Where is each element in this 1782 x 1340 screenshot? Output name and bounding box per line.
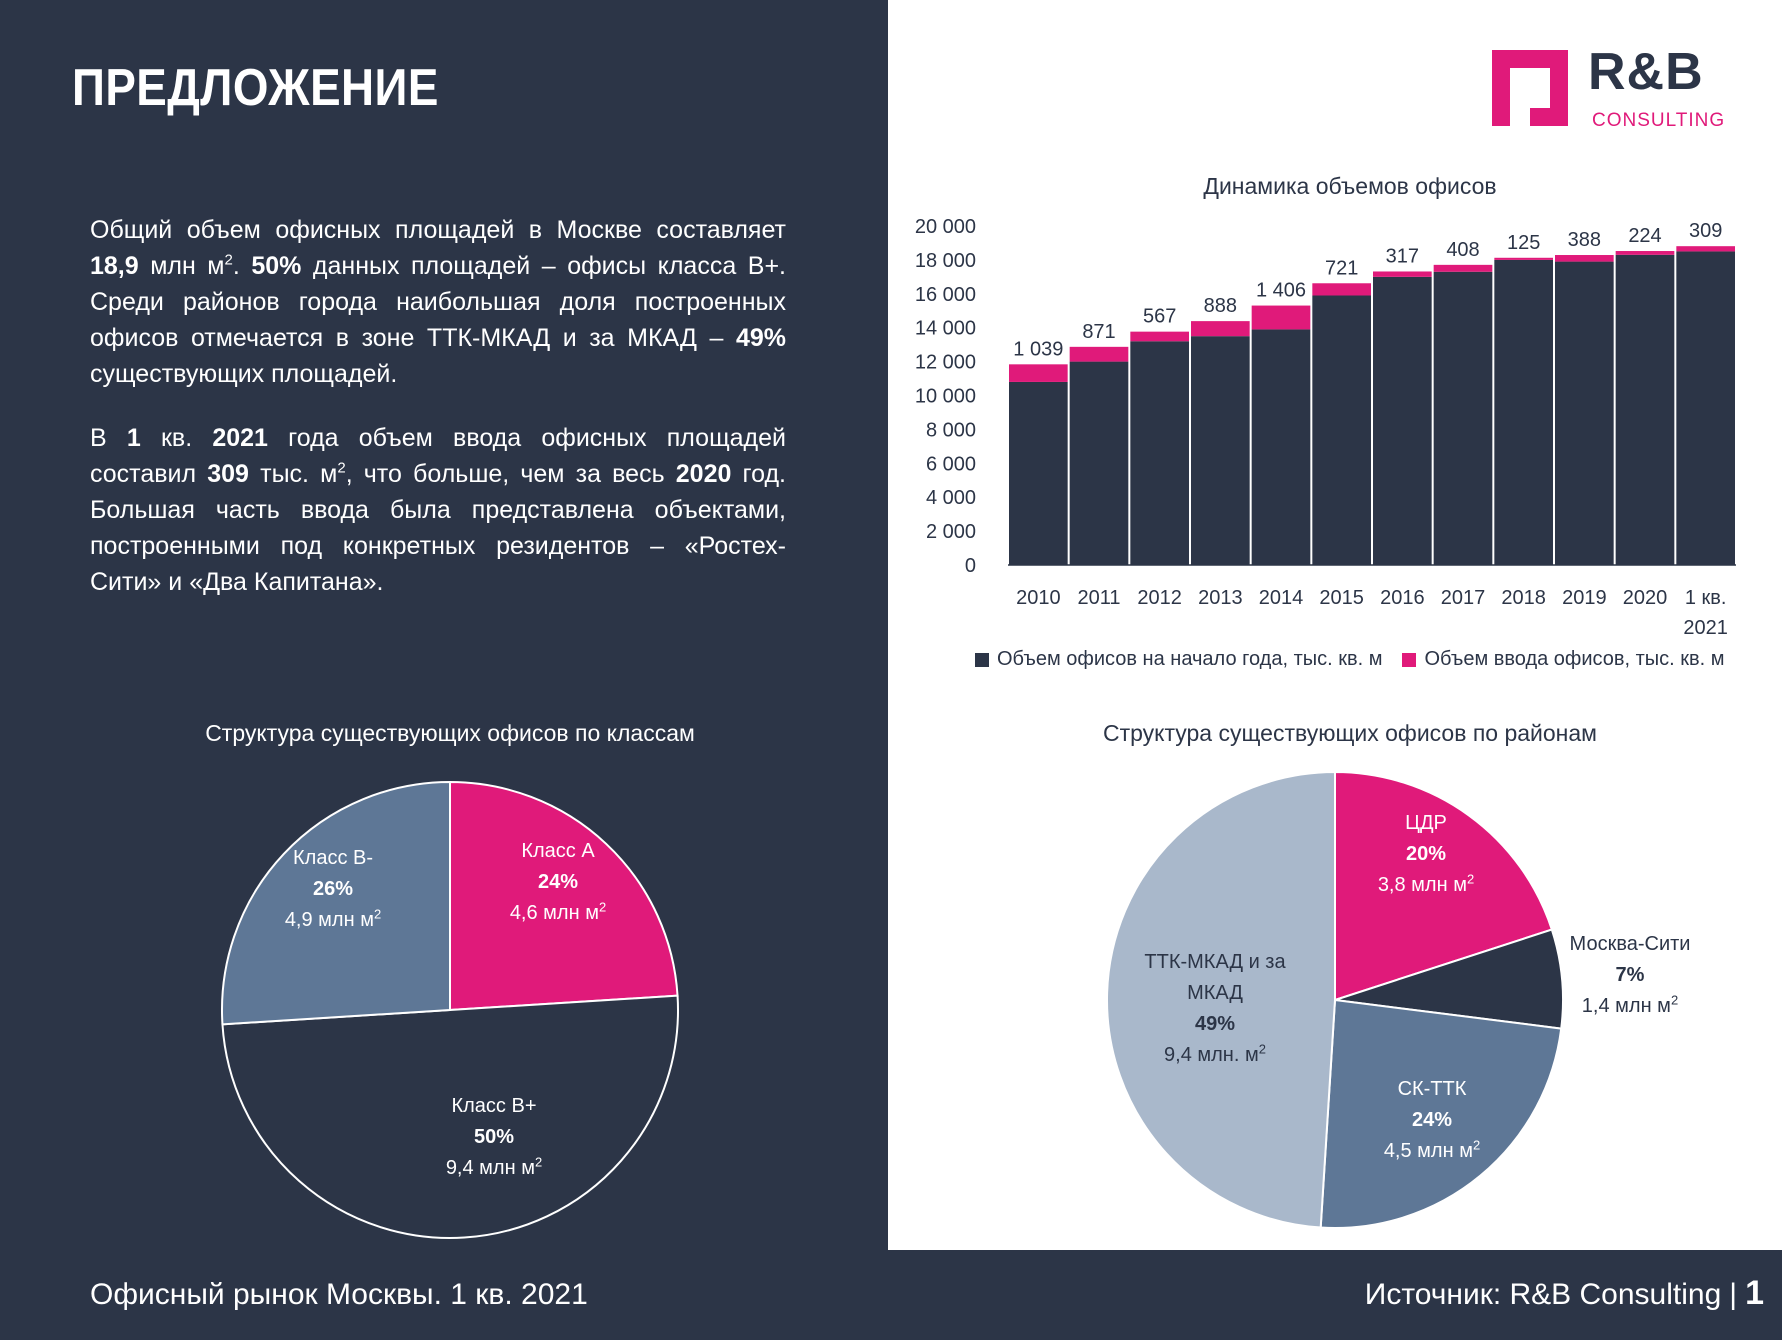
y-tick-label: 2 000 xyxy=(926,521,976,543)
bar-delivery xyxy=(1251,305,1311,330)
bar-delivery xyxy=(1191,321,1250,337)
bar-stock xyxy=(1615,254,1675,565)
bar-delivery xyxy=(1312,283,1371,296)
legend-swatch-stock xyxy=(975,652,989,667)
footer-separator: | xyxy=(1729,1278,1738,1311)
bar-stock xyxy=(1191,336,1250,565)
y-tick-label: 6 000 xyxy=(926,453,976,475)
pie-label-class-b-minus: Класс В- 26% 4,9 млн м2 xyxy=(284,847,382,931)
bar-stock xyxy=(1251,329,1311,565)
bar-data-label: 224 xyxy=(1628,225,1661,247)
pie-label-class-b-plus: Класс В+ 50% 9,4 млн м2 xyxy=(445,1095,543,1179)
x-tick-label: 2014 xyxy=(1259,587,1304,609)
pie-slice xyxy=(1106,770,1336,1229)
bar-delivery xyxy=(1615,251,1675,255)
pie-slice xyxy=(221,994,680,1240)
x-tick-label: 2017 xyxy=(1441,587,1486,609)
pie-slice xyxy=(1319,998,1563,1229)
bar-data-label: 888 xyxy=(1204,295,1237,317)
bar-data-label: 125 xyxy=(1507,232,1540,254)
bar-delivery xyxy=(1433,264,1493,272)
footer-source-prefix: Источник: R&B Consulting xyxy=(1364,1278,1722,1311)
pie-label-cdr: ЦДР 20% 3,8 млн м2 xyxy=(1377,812,1475,896)
page-number: 1 xyxy=(1745,1274,1764,1312)
y-tick-label: 4 000 xyxy=(926,487,976,509)
legend-swatch-delivery xyxy=(1402,652,1417,667)
x-tick-label: 2012 xyxy=(1137,587,1182,609)
legend-item-stock: Объем офисов на начало года, тыс. кв. м xyxy=(975,648,1382,671)
bar-chart-legend: Объем офисов на начало года, тыс. кв. м … xyxy=(975,648,1725,671)
x-tick-label: 2015 xyxy=(1319,587,1364,609)
class-pie-chart xyxy=(221,780,680,1240)
bar-stock xyxy=(1555,261,1614,565)
y-tick-label: 16 000 xyxy=(915,284,976,306)
page-title: ПРЕДЛОЖЕНИЕ xyxy=(72,59,439,117)
legend-label-delivery: Объем ввода офисов, тыс. кв. м xyxy=(1424,648,1725,670)
pie-slice xyxy=(449,780,679,1012)
pie-label-sk-ttk: СК-ТТК 24% 4,5 млн м2 xyxy=(1383,1078,1481,1162)
district-pie-chart xyxy=(1106,770,1564,1229)
bar-delivery xyxy=(1373,271,1432,277)
footer-report-title: Офисный рынок Москвы. 1 кв. 2021 xyxy=(90,1278,588,1311)
y-tick-label: 8 000 xyxy=(926,419,976,441)
y-tick-label: 18 000 xyxy=(915,250,976,272)
bar-data-label: 309 xyxy=(1689,220,1722,242)
logo: R&B CONSULTING xyxy=(1492,43,1732,140)
bar-data-label: 567 xyxy=(1143,306,1176,328)
legend-label-stock: Объем офисов на начало года, тыс. кв. м xyxy=(997,648,1383,670)
x-tick-label: 2011 xyxy=(1077,587,1120,609)
y-tick-label: 12 000 xyxy=(915,352,976,374)
bar-delivery xyxy=(1555,255,1614,262)
bar-data-label: 1 406 xyxy=(1256,280,1306,302)
bar-stock xyxy=(1009,381,1068,565)
pie-slice xyxy=(221,780,451,1026)
bar-delivery xyxy=(1676,246,1735,252)
intro-paragraph: Общий объем офисных площадей в Москве со… xyxy=(90,216,786,388)
bar-delivery xyxy=(1130,331,1189,342)
pie-label-moscow-city: Москва-Сити 7% 1,4 млн м2 xyxy=(1569,933,1691,1017)
pie-slice xyxy=(1334,770,1554,1002)
district-pie-title: Структура существующих офисов по районам xyxy=(1102,720,1597,746)
legend-item-delivery: Объем ввода офисов, тыс. кв. м xyxy=(1402,648,1725,671)
x-tick-label: 2013 xyxy=(1198,587,1243,609)
bar-stock xyxy=(1676,251,1735,566)
bar-data-label: 871 xyxy=(1082,321,1115,343)
logo-subtitle: CONSULTING xyxy=(1592,110,1726,131)
x-tick-label: 2021 xyxy=(1683,617,1728,639)
bar-data-label: 317 xyxy=(1386,245,1419,267)
y-tick-label: 20 000 xyxy=(915,216,976,238)
logo-text: R&B xyxy=(1588,43,1704,101)
x-tick-label: 2020 xyxy=(1623,587,1668,609)
y-tick-label: 0 xyxy=(965,555,976,577)
bar-stock xyxy=(1433,271,1493,565)
bar-stock xyxy=(1312,295,1371,565)
bar-data-label: 721 xyxy=(1325,257,1358,279)
bar-chart: 0 2 000 4 000 6 000 8 000 10 000 12 000 14 000 1… xyxy=(915,216,1736,639)
bar-stock xyxy=(1069,361,1129,565)
bar-delivery xyxy=(1494,257,1553,260)
x-tick-label: 2016 xyxy=(1380,587,1425,609)
logo-mark-icon xyxy=(1492,50,1568,126)
bar-delivery xyxy=(1069,346,1129,362)
y-tick-label: 14 000 xyxy=(915,318,976,340)
bar-stock xyxy=(1494,259,1553,565)
bar-stock xyxy=(1373,276,1432,565)
x-tick-label: 2018 xyxy=(1501,587,1546,609)
bar-chart-title: Динамика объемов офисов xyxy=(1203,173,1497,199)
x-tick-label: 2010 xyxy=(1016,587,1061,609)
pie-label-class-a: Класс А 24% 4,6 млн м2 xyxy=(509,840,607,924)
bar-stock xyxy=(1130,341,1189,565)
bar-data-label: 388 xyxy=(1568,229,1601,251)
delivery-paragraph: В 1 кв. 2021 года объем ввода офисных пл… xyxy=(90,424,787,596)
bar-delivery xyxy=(1009,364,1068,382)
class-pie-title: Структура существующих офисов по классам xyxy=(205,720,695,746)
pie-label-ttk-mkad: ТТК-МКАД и за МКАД 49% 9,4 млн. м2 xyxy=(1144,951,1286,1066)
x-tick-label: 2019 xyxy=(1562,587,1607,609)
footer-source: Источник: R&B Consulting | 1 xyxy=(1365,1274,1764,1313)
bar-data-label: 1 039 xyxy=(1013,338,1063,360)
y-tick-label: 10 000 xyxy=(915,386,976,408)
x-tick-label: 1 кв. xyxy=(1685,587,1727,609)
bar-data-label: 408 xyxy=(1446,239,1479,261)
